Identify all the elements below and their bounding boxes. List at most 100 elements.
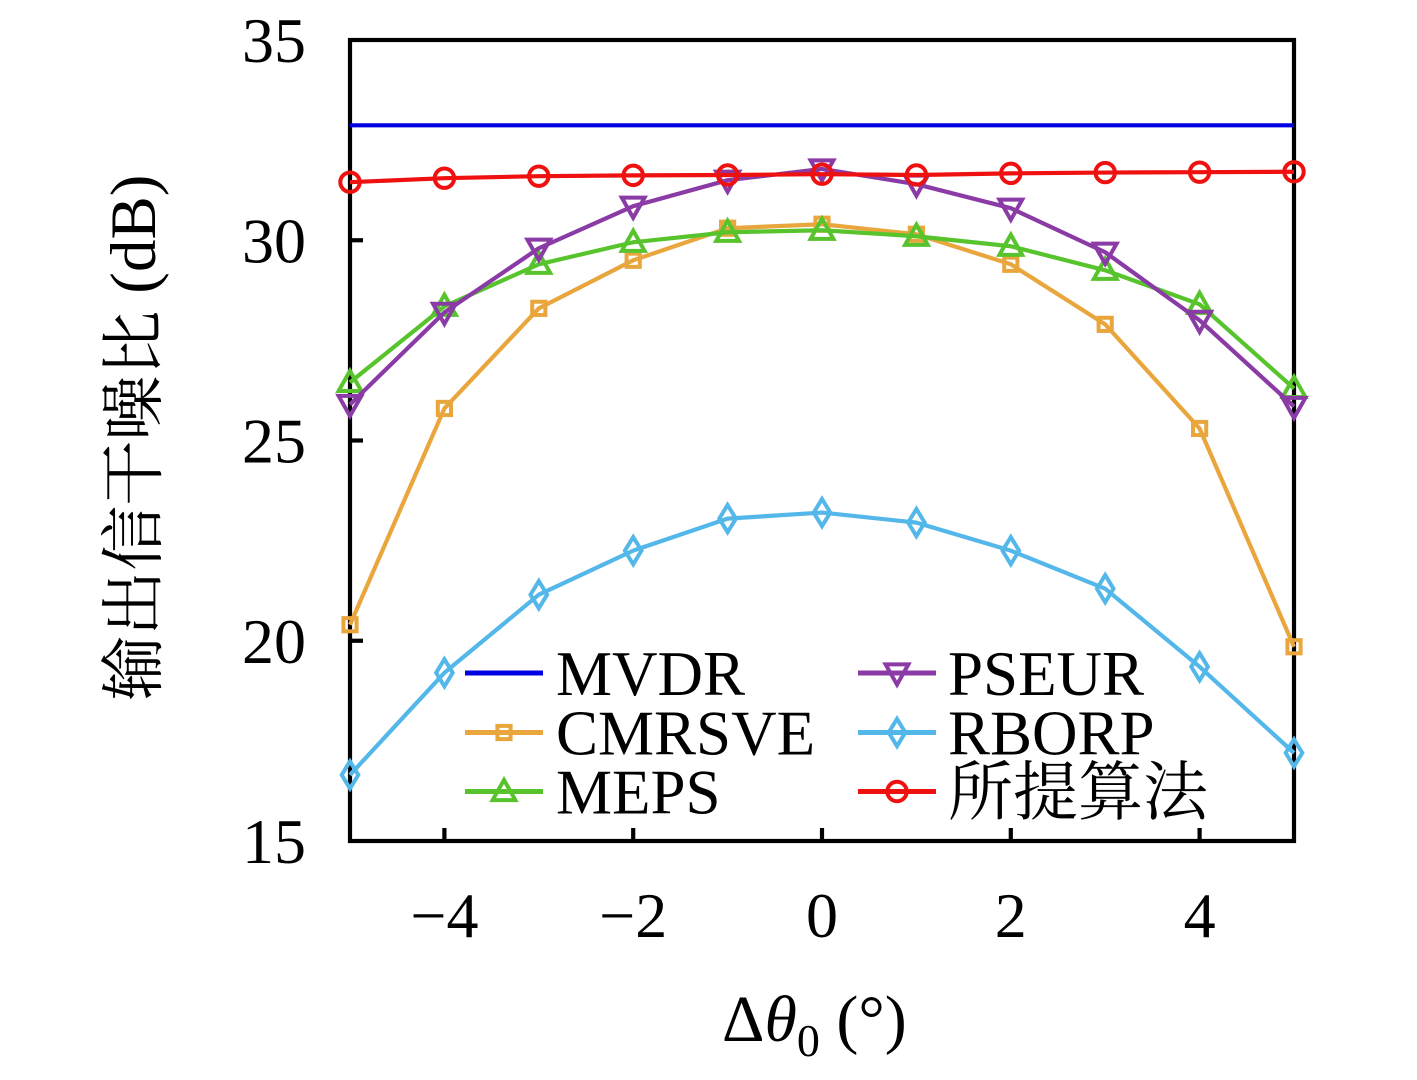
- xlabel-subscript: 0: [797, 1015, 820, 1066]
- marker-triangle-up: [523, 248, 554, 275]
- axes-layer: −4 −2 0 2 4 15 20 25 30 35: [242, 5, 1297, 951]
- marker-triangle-up: [618, 226, 649, 253]
- marker-triangle-down: [995, 197, 1026, 224]
- legend-item-所提算法: [858, 759, 1207, 820]
- marker-triangle-up: [712, 216, 743, 243]
- marker-circle: [621, 163, 645, 188]
- marker-diamond-thin: [622, 533, 644, 569]
- legend-item-PSEUR: PSEUR: [858, 639, 1144, 709]
- x-tick-label: −4: [410, 880, 478, 951]
- marker-triangle-down: [807, 158, 837, 185]
- cjk-glyph: [102, 377, 162, 436]
- cjk-glyph: [1014, 760, 1077, 820]
- marker-triangle-down: [523, 237, 554, 264]
- marker-square: [1285, 638, 1303, 656]
- legend-label: RBORP: [948, 699, 1155, 769]
- legend-label: MEPS: [556, 758, 721, 828]
- marker-diamond-thin: [1283, 735, 1305, 771]
- marker-triangle-down: [429, 301, 460, 329]
- series-line: [348, 222, 1296, 648]
- y-tick-label: 20: [242, 606, 306, 677]
- marker-diamond-thin: [1094, 571, 1116, 607]
- series-RBORP: [339, 495, 1305, 793]
- xlabel-delta: Δ: [722, 983, 764, 1056]
- marker-square: [341, 616, 359, 634]
- marker-triangle-up: [1090, 254, 1121, 281]
- marker-circle: [715, 163, 740, 187]
- legend-label: CMRSVE: [556, 699, 815, 769]
- marker-triangle-down: [1090, 241, 1121, 268]
- marker-circle: [432, 166, 457, 190]
- xlabel-unit: (°): [820, 983, 907, 1056]
- marker-circle: [999, 161, 1023, 186]
- marker-square: [624, 251, 642, 269]
- x-tick-label: 0: [806, 880, 838, 951]
- marker-diamond-thin: [905, 505, 928, 541]
- marker-circle: [1187, 160, 1212, 184]
- marker-diamond-thin: [1000, 533, 1022, 569]
- legend-item-CMRSVE: CMRSVE: [465, 699, 815, 769]
- x-tick-label: −2: [599, 880, 667, 951]
- marker-circle: [810, 162, 834, 186]
- marker-square: [1191, 419, 1209, 438]
- xlabel-theta: θ: [764, 983, 796, 1056]
- series-layer: [335, 123, 1309, 793]
- marker-triangle-up: [995, 230, 1026, 257]
- svg-text:Δθ0 (°): Δθ0 (°): [722, 983, 907, 1066]
- cjk-glyph: [100, 637, 162, 700]
- series-所提算法: [338, 160, 1306, 194]
- marker-square: [435, 399, 453, 418]
- y-tick-label: 30: [242, 205, 306, 276]
- cjk-glyph: [100, 507, 162, 569]
- marker-triangle-down: [618, 195, 649, 222]
- marker-diamond-thin: [339, 757, 361, 793]
- marker-square: [1002, 255, 1020, 273]
- cjk-glyph: [101, 575, 161, 630]
- marker-circle: [904, 163, 929, 187]
- legend-label: PSEUR: [948, 639, 1144, 709]
- cjk-glyph: [1080, 759, 1141, 820]
- marker-circle: [885, 779, 909, 804]
- marker-triangle-down: [1184, 309, 1215, 337]
- x-tick-label: 4: [1184, 880, 1216, 951]
- marker-triangle-down: [1279, 395, 1309, 423]
- marker-triangle-down: [882, 662, 912, 689]
- marker-circle: [338, 170, 362, 194]
- series-line: [348, 166, 1296, 409]
- marker-circle: [527, 164, 551, 188]
- cjk-glyph: [102, 313, 161, 368]
- x-tick-label: 2: [995, 880, 1027, 951]
- marker-diamond-thin: [811, 495, 833, 531]
- y-tick-label: 15: [242, 806, 306, 877]
- x-axis-label: Δθ0 (°): [722, 983, 907, 1066]
- ylabel-unit: (dB): [98, 175, 170, 294]
- y-tick-label: 35: [242, 5, 306, 76]
- series-line: [349, 169, 1295, 185]
- y-tick-label: 25: [242, 406, 306, 477]
- cjk-glyph: [950, 759, 1011, 820]
- marker-triangle-up: [807, 214, 837, 241]
- legend-item-MEPS: MEPS: [465, 758, 721, 828]
- legend-label: MVDR: [556, 639, 745, 709]
- marker-diamond-thin: [886, 715, 908, 750]
- y-axis-label: (dB): [98, 175, 170, 700]
- marker-square: [495, 723, 513, 742]
- marker-triangle-up: [901, 220, 932, 247]
- marker-diamond-thin: [528, 577, 550, 613]
- marker-diamond-thin: [433, 655, 456, 691]
- legend-item-RBORP: RBORP: [858, 699, 1155, 769]
- series-line: [348, 510, 1296, 777]
- marker-triangle-up: [335, 366, 365, 394]
- marker-diamond-thin: [716, 501, 739, 537]
- marker-triangle-up: [489, 775, 519, 803]
- marker-diamond-thin: [1188, 649, 1211, 685]
- cjk-glyph: [1145, 760, 1207, 820]
- marker-circle: [1282, 160, 1306, 184]
- marker-square: [1096, 315, 1114, 333]
- marker-triangle-down: [335, 393, 365, 421]
- series-line: [348, 228, 1296, 391]
